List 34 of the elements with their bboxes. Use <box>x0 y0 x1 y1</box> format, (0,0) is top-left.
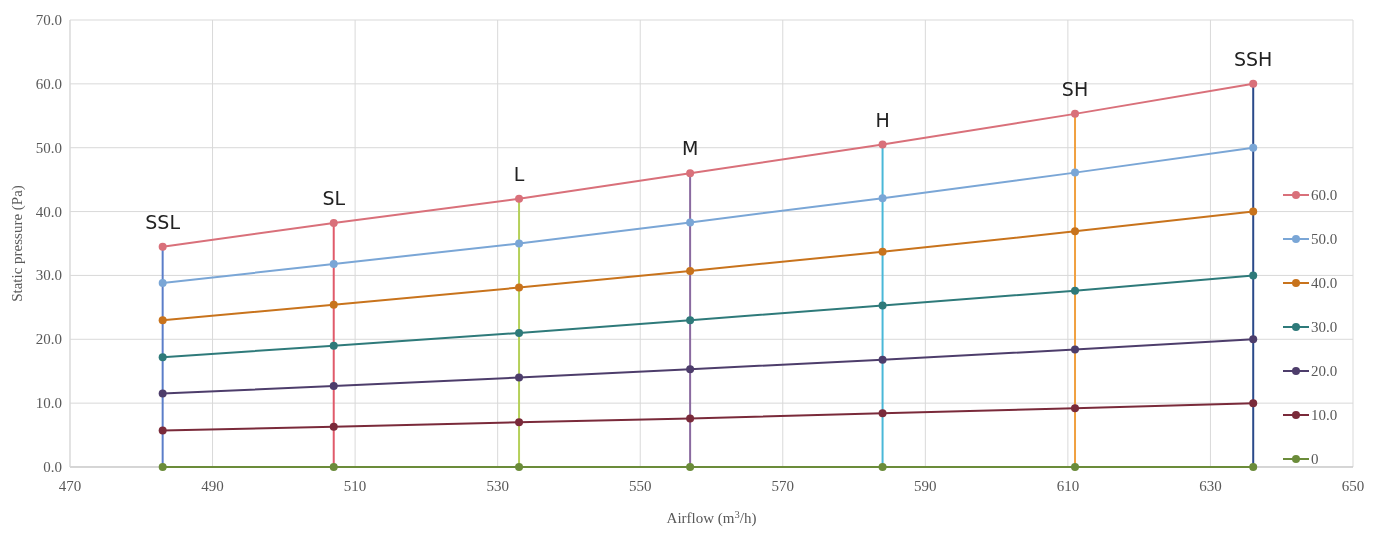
y-tick-label: 50.0 <box>35 139 62 156</box>
x-tick-label: 610 <box>1056 478 1080 494</box>
x-tick-label: 510 <box>343 478 367 494</box>
x-tick-label: 570 <box>771 478 795 494</box>
y-tick-label: 40.0 <box>35 203 62 220</box>
legend-label: 20.0 <box>1311 363 1338 379</box>
legend-label: 30.0 <box>1311 319 1338 335</box>
legend-label: 50.0 <box>1311 231 1338 247</box>
x-tick-label: 550 <box>628 478 652 494</box>
y-axis-title: Static pressure (Pa) <box>9 185 26 302</box>
y-tick-label: 20.0 <box>35 331 62 348</box>
x-tick-label: 630 <box>1199 478 1222 494</box>
y-tick-label: 70.0 <box>35 12 62 28</box>
annotation: SH <box>1061 77 1089 100</box>
x-tick-label: 490 <box>201 478 224 494</box>
y-tick-label: 30.0 <box>35 267 62 284</box>
legend-label: 0 <box>1311 451 1319 467</box>
y-tick-label: 60.0 <box>35 75 62 92</box>
x-tick-label: 590 <box>914 478 937 494</box>
annotation: M <box>681 137 699 160</box>
annotation: L <box>513 162 525 185</box>
annotation: SL <box>322 187 346 210</box>
y-tick-label: 0.0 <box>43 459 62 475</box>
annotation: SSL <box>145 210 181 233</box>
annotation: SSH <box>1234 47 1273 70</box>
x-tick-label: 530 <box>486 478 509 494</box>
annotation: H <box>875 108 890 131</box>
legend-label: 10.0 <box>1311 407 1338 423</box>
legend-label: 60.0 <box>1311 187 1338 203</box>
x-tick-label: 470 <box>58 478 82 494</box>
x-axis-title: Airflow (m$^{3}$/h) <box>666 508 757 527</box>
x-tick-label: 650 <box>1341 478 1365 494</box>
legend-label: 40.0 <box>1311 275 1338 291</box>
y-tick-label: 10.0 <box>35 395 62 412</box>
